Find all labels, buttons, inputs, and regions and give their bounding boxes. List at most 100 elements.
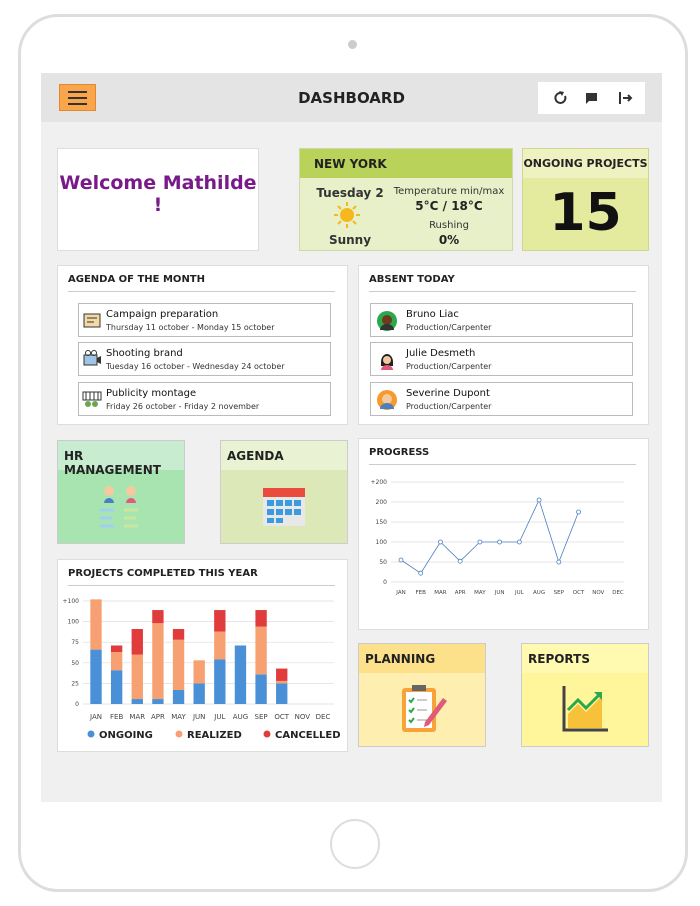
y-tick-label: 50 (71, 660, 79, 667)
x-tick-label: MAR (434, 590, 447, 596)
bar-segment (276, 668, 288, 681)
bar-segment (152, 699, 164, 704)
y-tick-label: 200 (376, 499, 388, 506)
rushing: 0% (438, 233, 460, 247)
bar-segment (110, 652, 123, 671)
ongoing-count: 15 (549, 183, 622, 243)
header-actions (538, 82, 645, 114)
person[interactable]: Severine Dupont Production/Carpenter (370, 382, 633, 416)
y-tick-label: 100 (376, 539, 388, 546)
bar-segment (214, 659, 226, 704)
y-tick-label: 0 (383, 579, 387, 586)
x-tick-label: JUN (192, 713, 205, 721)
temperature-label: Temperature min/max (393, 186, 505, 197)
agenda-item[interactable]: Campaign preparation Thursday 11 october … (78, 303, 331, 337)
agenda-item[interactable]: Shooting brand Tuesday 16 october - Wedne… (78, 342, 331, 376)
progress-card: PROGRESS 0 50 100 150 200 +200 JAN FEB MAR APR MAY… (358, 438, 649, 630)
x-tick-label: DEC (612, 590, 624, 596)
weather-city: NEW YORK (300, 149, 512, 178)
bar-segment (276, 683, 288, 704)
header-title: DASHBOARD (298, 89, 405, 107)
rushing-label: Rushing (429, 220, 469, 231)
point (576, 509, 581, 515)
x-tick-label: SEP (554, 590, 565, 596)
point (418, 570, 424, 576)
x-tick-label: MAY (474, 590, 486, 596)
absent-card: ABSENT TODAY Bruno Liac Production/Carpen… (358, 265, 649, 425)
bar-segment (90, 599, 102, 650)
agenda-item[interactable]: Publicity montage Friday 26 october - Fri… (78, 382, 331, 416)
point (438, 539, 443, 545)
x-tick-label: FEB (110, 713, 123, 721)
point (398, 557, 404, 563)
person[interactable]: Julie Desmeth Production/Carpenter (370, 342, 633, 376)
point (516, 539, 522, 545)
y-tick-label: 150 (376, 519, 388, 526)
person-role: Production/Carpenter (406, 323, 492, 332)
legend-label: REALIZED (187, 730, 242, 741)
person-name: Bruno Liac (406, 309, 459, 320)
x-tick-label: JAN (89, 713, 102, 721)
absent-title: ABSENT TODAY (369, 274, 455, 285)
bar-segment (131, 654, 143, 700)
bar-segment (255, 626, 267, 675)
point (536, 497, 542, 503)
y-tick-label: +200 (371, 479, 388, 486)
agenda-title: AGENDA OF THE MONTH (68, 274, 205, 285)
x-tick-label: NOV (295, 713, 311, 721)
agenda-dates: Thursday 11 october - Monday 15 october (106, 323, 275, 332)
chat-button[interactable] (586, 93, 597, 104)
logout-button[interactable] (619, 92, 633, 104)
x-tick-label: OCT (573, 590, 585, 596)
bar-segment (110, 670, 123, 704)
x-tick-label: JUL (213, 713, 225, 721)
bar-segment (110, 645, 123, 653)
agenda-tile-title: AGENDA (221, 441, 347, 470)
bar-segment (214, 610, 226, 632)
progress-chart: 0 50 100 150 200 +200 JAN FEB MAR APR MAY JUN JUL AUG… (371, 479, 624, 596)
bar-segment (255, 674, 267, 704)
agenda-name: Shooting brand (106, 348, 183, 359)
point (477, 539, 483, 545)
point (497, 539, 503, 545)
planning-tile[interactable]: PLANNING (358, 643, 486, 747)
temperature: 5°C / 18°C (415, 199, 483, 213)
ongoing-title: ONGOING PROJECTS (523, 149, 648, 178)
hr-tile[interactable]: HR MANAGEMENT (57, 440, 185, 544)
bar-segment (152, 610, 164, 624)
agenda-tile[interactable]: AGENDA (220, 440, 348, 544)
x-tick-label: AUG (233, 713, 248, 721)
projects-chart: 0 25 50 75 100 +100 JAN FEB MAR APR MAY JUN JUL AUG SE… (63, 598, 341, 741)
x-tick-label: FEB (416, 590, 427, 596)
reports-tile[interactable]: REPORTS (521, 643, 649, 747)
refresh-button[interactable] (554, 91, 567, 104)
x-tick-label: OCT (274, 713, 289, 721)
point (556, 559, 562, 565)
y-tick-label: 0 (75, 701, 79, 708)
progress-title: PROGRESS (369, 447, 430, 458)
menu-button[interactable] (59, 84, 96, 111)
agenda-dates: Tuesday 16 october - Wednesday 24 octobe… (106, 362, 285, 371)
person-role: Production/Carpenter (406, 362, 492, 371)
bar-segment (172, 689, 185, 704)
agenda-name: Campaign preparation (106, 309, 219, 320)
person-role: Production/Carpenter (406, 402, 492, 411)
header-bar: DASHBOARD (41, 73, 662, 122)
x-tick-label: NOV (592, 590, 604, 596)
legend-label: ONGOING (99, 730, 153, 741)
legend-swatch (175, 730, 183, 738)
welcome-text: Welcome Mathilde ! (59, 172, 257, 216)
person[interactable]: Bruno Liac Production/Carpenter (370, 303, 633, 337)
bar-segment (172, 639, 185, 690)
agenda-card: AGENDA OF THE MONTH Campaign preparation… (57, 265, 348, 425)
projects-card: PROJECTS COMPLETED THIS YEAR 0 25 50 75 100 +… (57, 559, 348, 752)
person-name: Julie Desmeth (406, 348, 476, 359)
sun-icon (334, 202, 360, 228)
legend-swatch (263, 730, 271, 738)
y-tick-label: 50 (379, 559, 387, 566)
bar-segment (234, 645, 247, 704)
bar-segment (131, 699, 143, 704)
home-button[interactable] (330, 819, 380, 869)
x-tick-label: JUN (494, 590, 505, 596)
